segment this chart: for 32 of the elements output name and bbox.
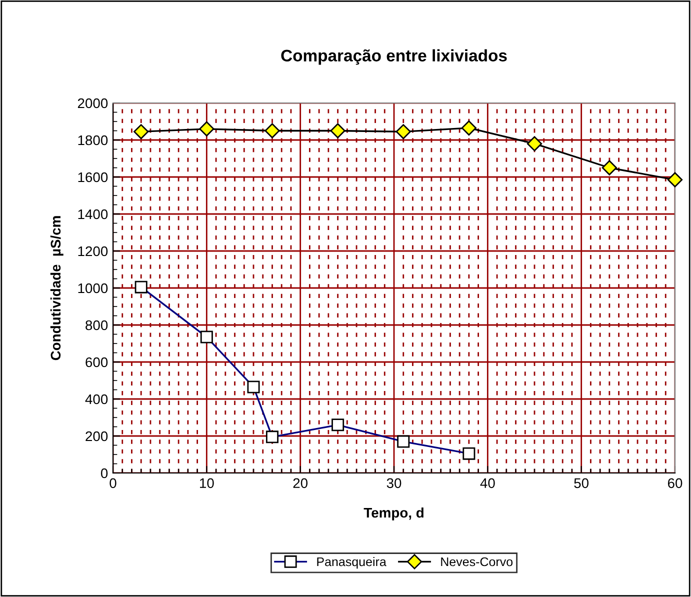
y-axis-title: Condutividade µS/cm	[50, 216, 64, 360]
point	[264, 123, 280, 138]
point	[461, 120, 477, 136]
x-axis-title: Tempo, d	[364, 507, 424, 520]
x-tick-label: 60	[668, 478, 682, 488]
y-tick-label: 1200	[78, 246, 108, 256]
chart-title: Comparação entre lixiviados	[281, 49, 507, 65]
x-tick-label: 40	[480, 478, 495, 488]
y-tick-label: 1800	[78, 135, 108, 146]
y-tick-label: 1400	[78, 209, 108, 220]
point	[667, 172, 683, 188]
x-tick-label: 50	[574, 478, 589, 488]
x-tick-label: 10	[200, 478, 214, 488]
y-tick-label: 600	[86, 357, 108, 368]
y-tick-label: 2000	[78, 98, 108, 108]
y-tick-label: 1000	[78, 283, 108, 294]
y-tick-label: 200	[86, 431, 108, 442]
point	[396, 124, 411, 140]
x-tick-label: 20	[293, 478, 308, 488]
x-tick-label: 0	[110, 478, 116, 488]
point	[330, 123, 346, 138]
point	[602, 160, 618, 176]
y-tick-label: 400	[85, 394, 108, 404]
point	[134, 124, 149, 140]
y-tick-label: 0	[100, 468, 108, 478]
x-tick-label: 30	[386, 478, 402, 488]
point	[199, 121, 214, 136]
y-tick-label: 1600	[78, 172, 108, 182]
point	[526, 136, 542, 152]
legend-label: Neves-Corvo	[441, 557, 513, 566]
y-tick-label: 800	[86, 320, 108, 330]
legend-label: Panasqueira	[317, 557, 386, 569]
